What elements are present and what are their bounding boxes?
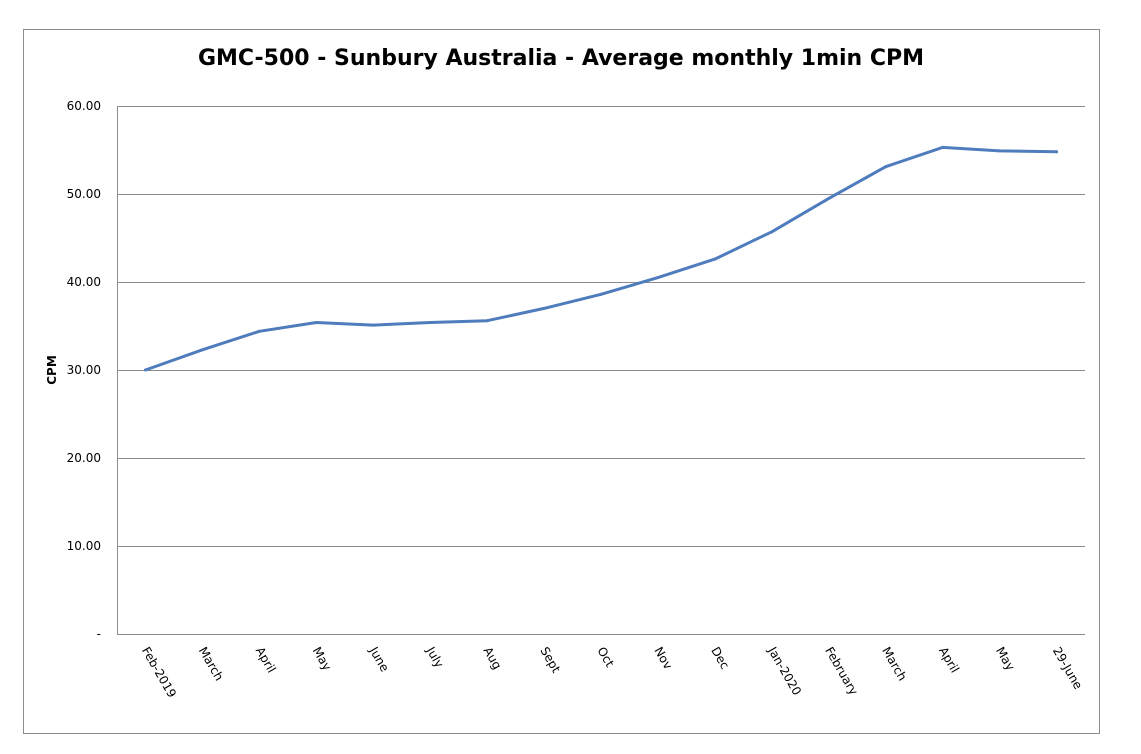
x-tick-label: April [253,645,279,676]
y-tick-label: 30.00 [67,363,101,377]
data-point [371,323,375,327]
x-tick-labels: Feb-2019 March April May June July Aug Sept Oct N… [139,644,1085,700]
y-tick-labels: - 10.00 20.00 30.00 40.00 50.00 60.00 [67,99,101,641]
data-point [314,320,318,324]
x-tick-label: Sept [537,645,563,676]
series-line [144,145,1058,372]
chart-title: GMC-500 - Sunbury Australia - Average mo… [198,46,924,71]
x-tick-label: May [993,645,1018,673]
y-tick-label: 10.00 [67,539,101,553]
x-tick-label: 29-June [1050,645,1085,692]
y-tick-label: 50.00 [67,187,101,201]
x-tick-label: Aug [481,645,505,672]
y-tick-label: - [97,627,101,641]
data-point [257,329,261,333]
data-point [656,276,660,280]
x-tick-label: Nov [651,645,675,672]
x-tick-label: March [879,645,909,684]
y-tick-label: 60.00 [67,99,101,113]
x-tick-label: Dec [708,645,732,672]
y-axis-label: CPM [45,355,59,385]
y-tick-label: 20.00 [67,451,101,465]
chart-frame [23,29,1100,734]
axes [117,106,1085,635]
x-tick-label: June [366,644,392,675]
gridlines [117,106,1085,547]
data-point [827,196,831,200]
data-point [485,319,489,323]
data-point [428,320,432,324]
data-point [542,306,546,310]
data-point [941,145,945,149]
data-point [1055,150,1059,154]
x-tick-label: Feb-2019 [139,645,179,701]
x-tick-label: March [196,645,226,684]
data-point [884,165,888,169]
x-tick-label: Oct [594,645,617,670]
data-point [200,348,204,352]
x-tick-label: April [936,645,962,676]
data-point [998,149,1002,153]
x-tick-label: July [423,644,446,671]
series [143,145,1059,372]
y-tick-label: 40.00 [67,275,101,289]
data-point [713,257,717,261]
data-point [770,230,774,234]
data-point [599,292,603,296]
x-tick-label: February [822,645,861,698]
x-tick-label: May [310,645,335,673]
data-point [143,368,147,372]
x-tick-label: Jan-2020 [765,644,804,698]
